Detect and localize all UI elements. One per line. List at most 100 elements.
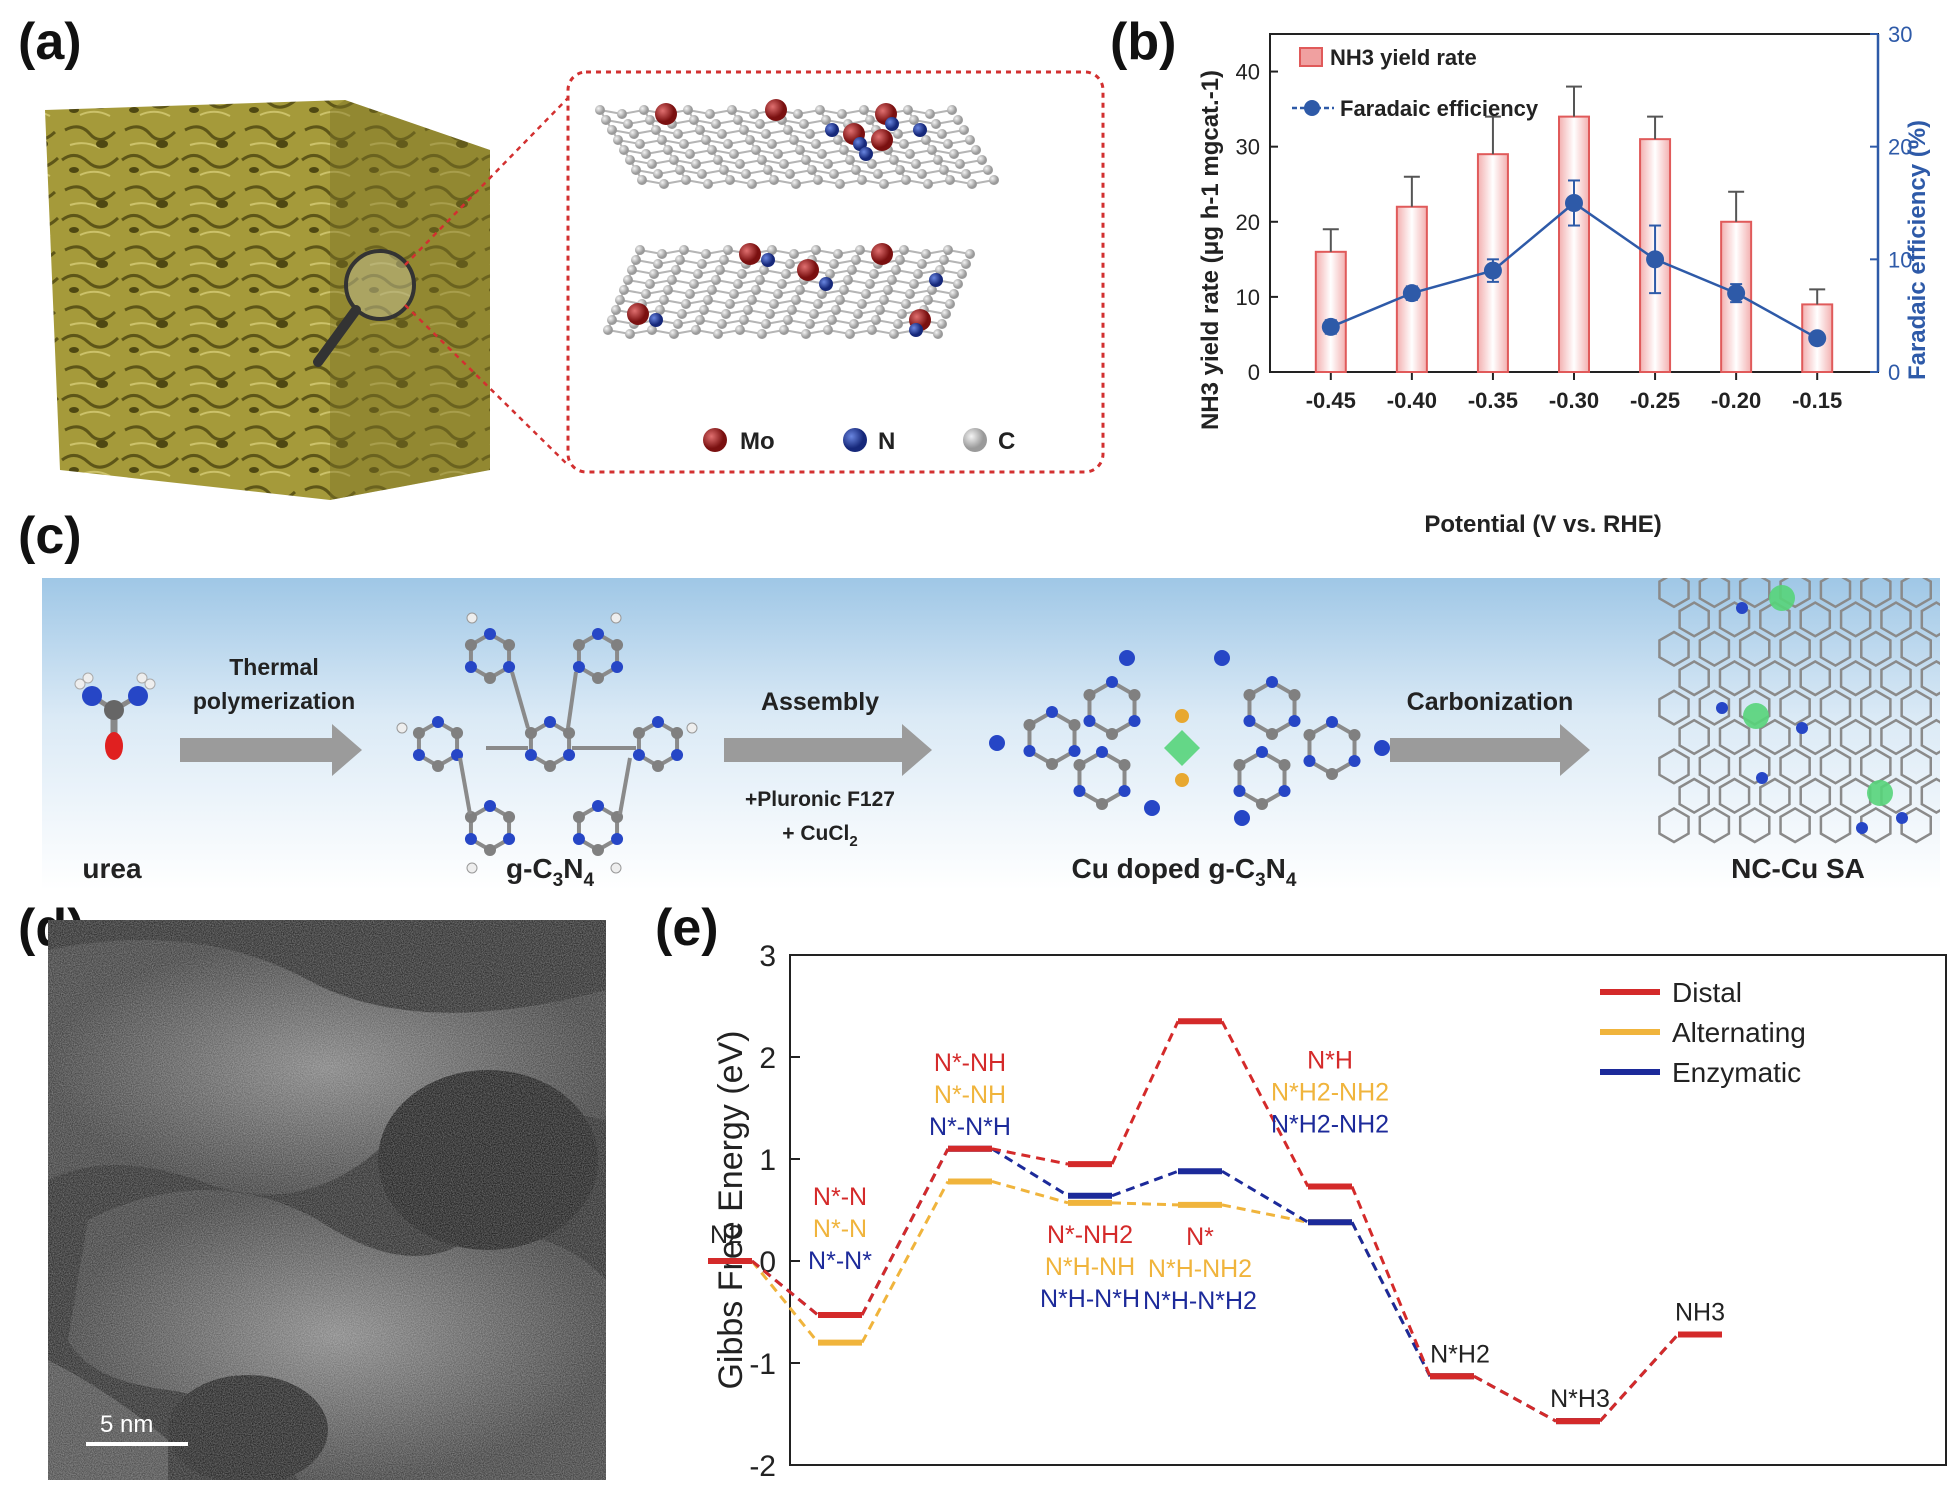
arrow-thermal: Thermal polymerization [180, 654, 362, 776]
fe-point [1727, 284, 1746, 303]
e-label-s2: N*-N*H [929, 1113, 1011, 1141]
e-label-s1: N*-N* [808, 1247, 872, 1275]
step-cu-doped: Cu doped g-C3N4 [1072, 853, 1297, 890]
arrow-carbonization: Carbonization [1390, 688, 1590, 776]
n-legend-icon [843, 428, 867, 452]
panel-b-chart: NH3 yield rate (μg h-1 mgcat.-1) Faradai… [1197, 22, 1931, 538]
arrow1-label-top2: polymerization [193, 688, 355, 714]
e-label-n2: N2 [710, 1221, 742, 1249]
e-label-s4: N*H-NH2 [1148, 1255, 1252, 1283]
legend-fe: Faradaic efficiency [1340, 96, 1539, 121]
arrow-assembly: Assembly +Pluronic F127 + CuCl2 [724, 688, 932, 850]
e-ytick-label: 1 [759, 1144, 776, 1177]
b-y2-axis-label: Faradaic efficiency (%) [1904, 120, 1931, 380]
e-connector-alternating [1350, 1221, 1432, 1377]
e-connector-enzymatic [1111, 1169, 1179, 1198]
b-xtick-label: -0.20 [1711, 388, 1761, 413]
b-xtick-label: -0.30 [1549, 388, 1599, 413]
scale-bar-label: 5 nm [100, 1411, 153, 1438]
e-legend: Distal Alternating Enzymatic [1600, 977, 1806, 1088]
b-y2tick-label: 30 [1888, 22, 1912, 47]
urea-molecule [74, 672, 156, 760]
graphene-sheet-bottom [603, 243, 975, 339]
arrow2-label-bottom2: + CuCl2 [782, 822, 857, 850]
e-label-s3: N*H-N*H [1040, 1285, 1140, 1313]
fe-point [1808, 329, 1827, 348]
b-ytick-label: 10 [1236, 285, 1260, 310]
legend-enzymatic: Enzymatic [1672, 1057, 1801, 1088]
e-label-nh3: NH3 [1675, 1298, 1725, 1326]
panel-e-label: (e) [655, 899, 719, 957]
arrow2-label-top: Assembly [761, 688, 879, 716]
fe-point [1646, 250, 1665, 269]
panel-a-label: (a) [18, 13, 82, 71]
e-ytick-label: -1 [749, 1348, 776, 1381]
e-connector-alternating [1111, 1201, 1179, 1207]
mo-legend-label: Mo [740, 428, 775, 455]
e-ytick-label: 3 [759, 940, 776, 973]
b-xtick-label: -0.40 [1387, 388, 1437, 413]
e-connector-distal [1220, 1020, 1310, 1188]
panel-c-label: (c) [18, 507, 82, 565]
legend-alternating: Alternating [1672, 1017, 1806, 1048]
n-legend-label: N [878, 428, 895, 455]
e-label-s6: N*H2 [1430, 1340, 1490, 1368]
e-connector-distal [1598, 1333, 1680, 1423]
e-label-s4: N* [1186, 1223, 1214, 1251]
e-connector-alternating [750, 1260, 820, 1344]
e-connector-distal [1110, 1020, 1180, 1165]
b-ytick-label: 0 [1248, 360, 1260, 385]
e-label-s5: N*H2-NH2 [1271, 1111, 1389, 1139]
e-y-axis-label: Gibbs Free Energy (eV) [712, 1030, 750, 1389]
b-xtick-label: -0.15 [1792, 388, 1842, 413]
arrow1-label-top: Thermal [229, 654, 318, 680]
step-nc-cu-sa: NC-Cu SA [1731, 853, 1865, 884]
e-label-s1: N*-N [813, 1215, 867, 1243]
fe-point [1565, 194, 1583, 212]
fe-point [1402, 284, 1421, 303]
e-label-s3: N*-NH2 [1047, 1221, 1133, 1249]
e-label-s5: N*H2-NH2 [1271, 1079, 1389, 1107]
b-ytick-label: 20 [1236, 210, 1260, 235]
b-x-axis-label: Potential (V vs. RHE) [1424, 511, 1661, 538]
e-label-s1: N*-N [813, 1183, 867, 1211]
e-connector-alternating [860, 1180, 950, 1344]
panel-b-label: (b) [1110, 13, 1177, 71]
c-legend-icon [963, 428, 987, 452]
gc3n4-network [396, 612, 698, 874]
e-connector-alternating [991, 1179, 1069, 1205]
e-label-s2: N*-NH [934, 1049, 1006, 1077]
e-label-s7: N*H3 [1550, 1385, 1610, 1413]
b-y2tick-label: 20 [1888, 135, 1912, 160]
e-label-s5: N*H [1307, 1047, 1353, 1075]
atom-legend: Mo N C [703, 428, 1015, 455]
b-xtick-label: -0.35 [1468, 388, 1518, 413]
yield-bar [1314, 250, 1347, 373]
b-xtick-label: -0.45 [1306, 388, 1356, 413]
b-y-axis-label: NH3 yield rate (μg h-1 mgcat.-1) [1197, 70, 1224, 430]
nc-cu-sa-lattice [1658, 578, 1940, 844]
e-ytick-label: 2 [759, 1042, 776, 1075]
legend-distal: Distal [1672, 977, 1742, 1008]
legend-bar-swatch [1299, 47, 1323, 67]
b-ytick-label: 30 [1236, 135, 1260, 160]
e-connector-distal [991, 1147, 1069, 1166]
foam-cube [45, 100, 490, 500]
mo-legend-icon [703, 428, 727, 452]
e-connector-distal [1350, 1185, 1432, 1377]
b-y2tick-label: 10 [1888, 247, 1912, 272]
synthesis-scheme: urea Thermal polymerization g-C3N4 Assem… [74, 578, 1940, 890]
arrow3-label-top: Carbonization [1407, 688, 1574, 716]
legend-nh3: NH3 yield rate [1330, 45, 1477, 70]
e-connector-enzymatic [1221, 1169, 1309, 1224]
fe-point [1321, 317, 1340, 336]
magnifier-icon [313, 249, 416, 367]
b-xtick-label: -0.25 [1630, 388, 1680, 413]
b-legend: NH3 yield rate Faradaic efficiency [1292, 45, 1539, 121]
graphene-sheet-top [595, 99, 999, 189]
scheme-banner [42, 578, 1940, 890]
b-ytick-label: 40 [1236, 60, 1260, 85]
e-label-s4: N*H-N*H2 [1143, 1287, 1257, 1315]
arrow2-label-bottom: +Pluronic F127 [745, 788, 895, 811]
